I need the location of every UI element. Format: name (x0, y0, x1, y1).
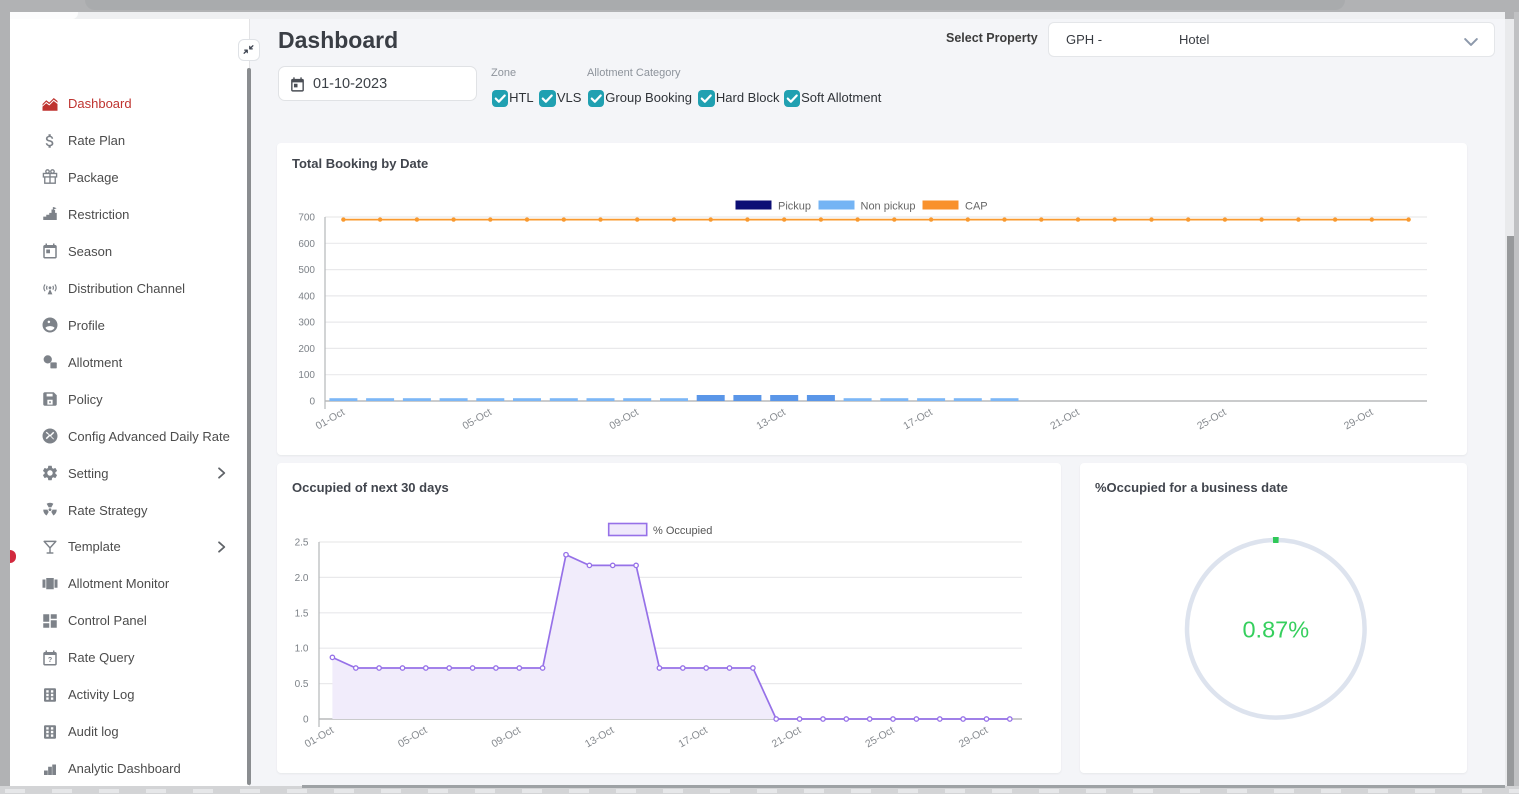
svg-text:25-Oct: 25-Oct (863, 724, 896, 750)
svg-text:05-Oct: 05-Oct (396, 724, 429, 750)
svg-text:300: 300 (298, 318, 315, 329)
svg-text:29-Oct: 29-Oct (957, 724, 990, 750)
svg-text:600: 600 (298, 239, 315, 250)
svg-text:29-Oct: 29-Oct (1342, 406, 1375, 432)
svg-text:21-Oct: 21-Oct (770, 724, 803, 750)
svg-text:200: 200 (298, 344, 315, 355)
svg-text:Pickup: Pickup (778, 201, 811, 213)
svg-text:01-Oct: 01-Oct (314, 406, 347, 432)
svg-text:?: ? (48, 656, 52, 664)
svg-text:05-Oct: 05-Oct (461, 406, 494, 432)
svg-text:%Occupied for a business date: %Occupied for a business date (1095, 480, 1288, 495)
svg-text:0: 0 (309, 397, 315, 408)
svg-text:09-Oct: 09-Oct (607, 406, 640, 432)
svg-text:13-Oct: 13-Oct (754, 406, 787, 432)
svg-text:0.87%: 0.87% (1242, 617, 1309, 643)
svg-text:Non pickup: Non pickup (861, 201, 916, 213)
svg-text:2.5: 2.5 (295, 538, 309, 549)
svg-text:13-Oct: 13-Oct (583, 724, 616, 750)
svg-text:25-Oct: 25-Oct (1195, 406, 1228, 432)
svg-text:400: 400 (298, 291, 315, 302)
svg-text:Total Booking by Date: Total Booking by Date (292, 156, 428, 171)
svg-text:100: 100 (298, 370, 315, 381)
svg-text:500: 500 (298, 265, 315, 276)
svg-text:0.5: 0.5 (295, 679, 309, 690)
svg-text:1.5: 1.5 (295, 608, 309, 619)
svg-text:09-Oct: 09-Oct (490, 724, 523, 750)
svg-text:17-Oct: 17-Oct (901, 406, 934, 432)
svg-text:01-Oct: 01-Oct (303, 724, 336, 750)
svg-text:0: 0 (303, 715, 309, 726)
svg-text:17-Oct: 17-Oct (676, 724, 709, 750)
svg-text:1.0: 1.0 (295, 644, 309, 655)
svg-text:21-Oct: 21-Oct (1048, 406, 1081, 432)
svg-text:700: 700 (298, 213, 315, 224)
svg-text:% Occupied: % Occupied (653, 525, 712, 537)
svg-text:CAP: CAP (965, 201, 988, 213)
svg-text:2.0: 2.0 (295, 573, 309, 584)
svg-text:Occupied of next 30 days: Occupied of next 30 days (292, 480, 449, 495)
